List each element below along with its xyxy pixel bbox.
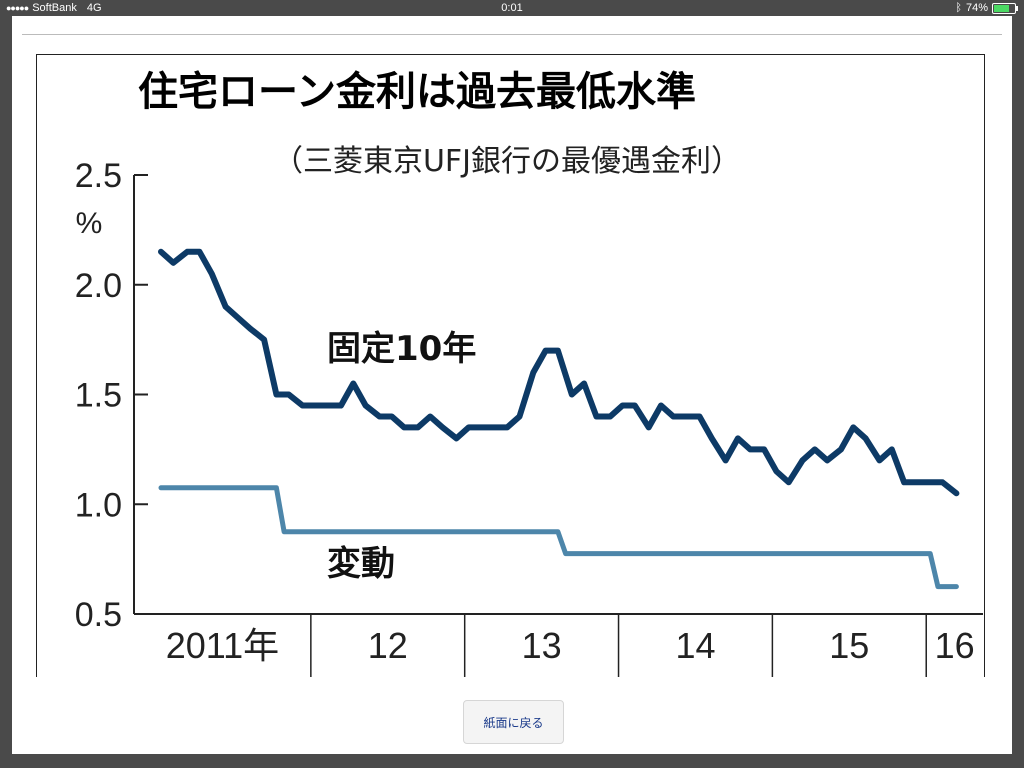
chart-title: 住宅ローン金利は過去最低水準 (138, 69, 696, 115)
series-label: 変動 (327, 544, 395, 584)
chart-subtitle: （三菱東京UFJ銀行の最優遇金利） (273, 144, 741, 179)
bluetooth-icon: ᛒ (955, 2, 962, 14)
interest-rate-chart: 住宅ローン金利は過去最低水準 （三菱東京UFJ銀行の最優遇金利） % 2.52.… (75, 69, 983, 677)
x-tick-label: 2011年 (166, 625, 279, 666)
back-to-paper-button[interactable]: 紙面に戻る (463, 700, 564, 744)
y-tick-label: 0.5 (75, 596, 122, 634)
battery-nub (1016, 5, 1018, 11)
chart-axes: 2.5 2.0 1.5 1.0 0.5 2011年 12 13 14 15 16 (75, 157, 983, 677)
battery-icon (992, 2, 1018, 14)
x-tick-label: 16 (935, 625, 975, 666)
top-divider (22, 34, 1002, 35)
status-bar: ●●●●● SoftBank 4G 0:01 ᛒ 74% (0, 0, 1024, 18)
signal-dots-icon: ●●●●● (6, 3, 29, 13)
y-axis-unit: % (76, 207, 103, 240)
x-tick-label: 13 (522, 625, 562, 666)
y-tick-label: 2.5 (75, 157, 122, 195)
y-tick-label: 2.0 (75, 267, 122, 305)
y-tick-label: 1.5 (75, 377, 122, 415)
x-tick-label: 15 (829, 625, 869, 666)
battery-percent: 74% (965, 2, 988, 14)
series-line-fixed-10yr (158, 248, 960, 497)
status-left: ●●●●● SoftBank 4G (6, 2, 102, 14)
series-line-variable (158, 485, 959, 590)
carrier-name: SoftBank (32, 2, 77, 14)
series-layer (158, 248, 960, 590)
x-tick-label: 12 (368, 625, 408, 666)
y-tick-label: 1.0 (75, 486, 122, 524)
status-right: ᛒ 74% (955, 2, 1018, 14)
x-tick-label: 14 (675, 625, 715, 666)
clock: 0:01 (501, 2, 523, 14)
network-type: 4G (86, 2, 102, 14)
battery-fill (994, 4, 1009, 12)
chart-frame: 住宅ローン金利は過去最低水準 （三菱東京UFJ銀行の最優遇金利） % 2.5 2.… (36, 54, 985, 677)
series-label: 固定10年 (327, 329, 476, 369)
